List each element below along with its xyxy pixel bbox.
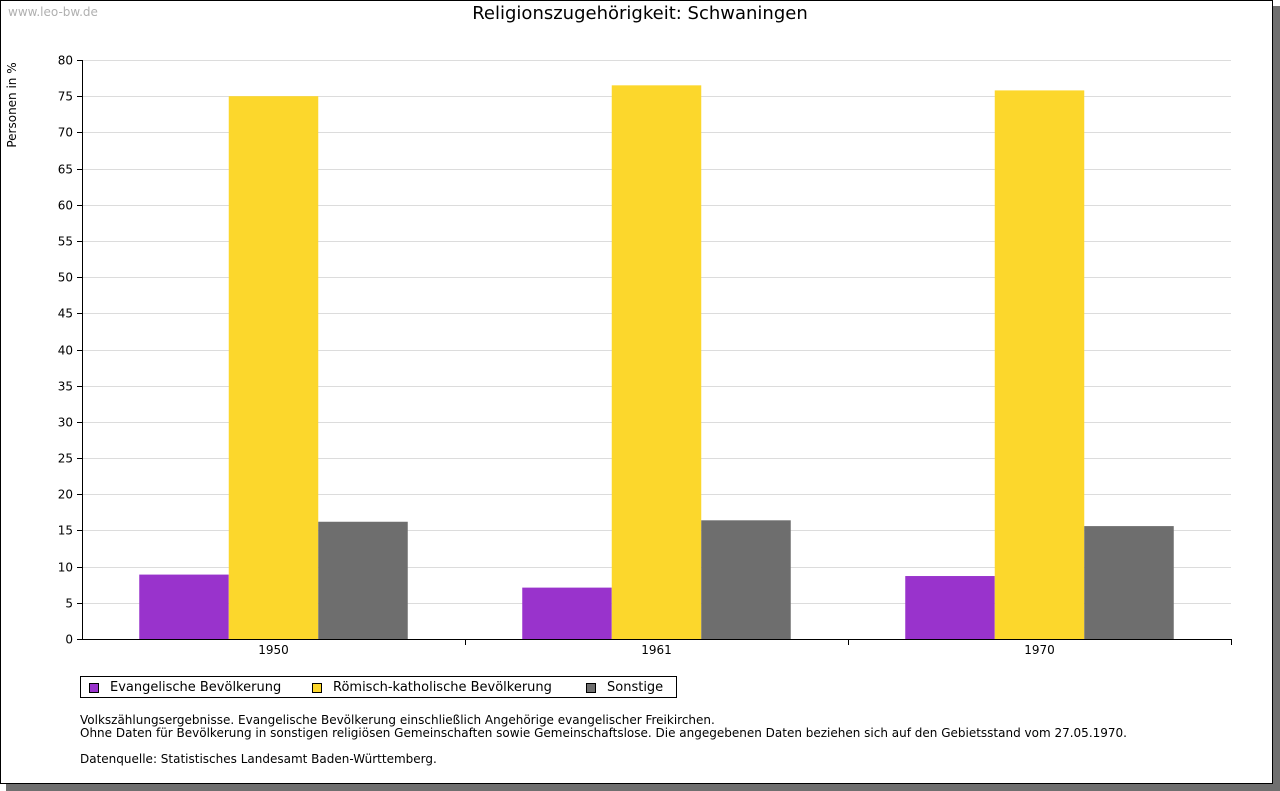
- y-tick-label: 65: [58, 163, 73, 177]
- x-tick-label: 1970: [1024, 643, 1055, 657]
- legend-item-evangelisch: Evangelische Bevölkerung: [89, 680, 281, 695]
- frame-shadow-right: [1273, 6, 1280, 791]
- legend: Evangelische Bevölkerung Römisch-katholi…: [80, 676, 677, 698]
- y-tick-label: 40: [58, 344, 73, 358]
- y-tick-label: 80: [58, 54, 73, 68]
- x-tick-label: 1950: [258, 643, 289, 657]
- watermark: www.leo-bw.de: [8, 5, 98, 19]
- bar: [228, 96, 319, 639]
- chart-title: Religionszugehörigkeit: Schwaningen: [472, 3, 808, 24]
- legend-label-evangelisch: Evangelische Bevölkerung: [110, 680, 282, 695]
- y-tick-label: 45: [58, 307, 73, 321]
- y-tick-label: 55: [58, 235, 73, 249]
- y-tick-label: 50: [58, 271, 73, 285]
- y-tick-label: 70: [58, 126, 73, 140]
- y-tick-label: 15: [58, 524, 73, 538]
- bar: [318, 521, 408, 639]
- legend-item-katholisch: Römisch-katholische Bevölkerung: [312, 680, 552, 695]
- bar: [1084, 526, 1174, 639]
- bar: [611, 85, 702, 640]
- legend-swatch-katholisch: [312, 682, 322, 693]
- bar: [994, 90, 1085, 639]
- y-tick-label: 75: [58, 90, 73, 104]
- legend-label-katholisch: Römisch-katholische Bevölkerung: [333, 680, 552, 695]
- legend-label-sonstige: Sonstige: [607, 680, 664, 695]
- frame-shadow-bottom: [6, 784, 1280, 791]
- bar: [139, 574, 229, 639]
- y-tick-label: 5: [65, 597, 73, 611]
- legend-item-sonstige: Sonstige: [586, 680, 663, 695]
- bar: [905, 576, 995, 639]
- y-tick-label: 25: [58, 452, 73, 466]
- x-tick-label: 1961: [641, 643, 672, 657]
- bar: [522, 587, 612, 639]
- note-line-2: Ohne Daten für Bevölkerung in sonstigen …: [80, 726, 1127, 740]
- bar: [701, 520, 791, 639]
- y-tick-label: 35: [58, 380, 73, 394]
- y-tick-label: 10: [58, 561, 73, 575]
- legend-swatch-evangelisch: [89, 682, 99, 693]
- y-tick-label: 20: [58, 488, 73, 502]
- y-tick-label: 30: [58, 416, 73, 430]
- y-tick-label: 60: [58, 199, 73, 213]
- y-tick-label: 0: [65, 633, 73, 647]
- note-line-1: Volkszählungsergebnisse. Evangelische Be…: [80, 713, 715, 727]
- legend-swatch-sonstige: [586, 682, 596, 693]
- source-note: Datenquelle: Statistisches Landesamt Bad…: [80, 752, 437, 766]
